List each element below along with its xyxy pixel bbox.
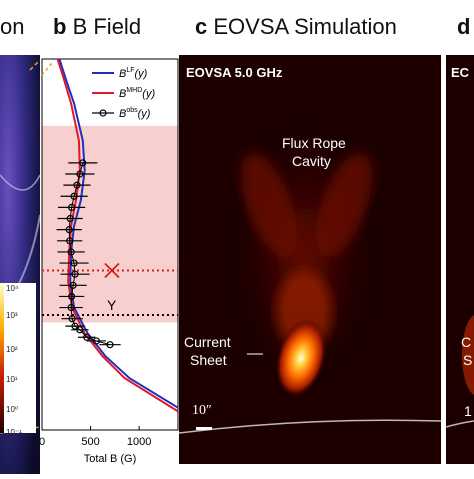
panel-c-header: c EOVSA Simulation (195, 14, 397, 40)
obs-point (66, 237, 74, 245)
obs-point (73, 181, 81, 189)
obs-point (66, 214, 74, 223)
obs-point (70, 192, 78, 200)
obs-connector (68, 162, 111, 346)
panel-d-label-line2: S (463, 352, 473, 368)
flux-rope-label-line2: Cavity (292, 153, 331, 169)
obs-point (69, 281, 77, 289)
x-tick-label: 0 (40, 436, 45, 448)
panel-d-frequency-label: EC (451, 65, 470, 80)
obs-point (70, 259, 78, 267)
x-tick-label: 500 (81, 436, 99, 448)
panel-a-header: on (0, 14, 24, 40)
flux-rope-label-line1: Flux Rope (282, 135, 346, 151)
panel-b-chart: Y 0 500 1000 Total B (G) BLF(y) BMHD(y) Bobs(y) (39, 55, 180, 474)
obs-point (68, 203, 76, 211)
panel-b-header: b B Field (53, 14, 141, 40)
panel-c-title: EOVSA Simulation (213, 14, 397, 39)
obs-point (106, 341, 114, 349)
colorbar-tick-5: 10⁰ (6, 405, 19, 414)
b-field-chart-svg: Y 0 500 1000 Total B (G) BLF(y) BMHD(y) Bobs(y) (39, 58, 179, 465)
obs-point (65, 226, 73, 234)
panel-d-letter: d (457, 14, 471, 39)
scale-bar-label: 10″ (192, 403, 212, 418)
panel-a-title: on (0, 14, 25, 39)
obs-point (92, 337, 101, 345)
obs-point (76, 326, 84, 334)
legend-label: BMHD(y) (119, 87, 155, 100)
obs-point (71, 322, 79, 330)
shaded-region (42, 125, 178, 323)
panel-a-image: 10⁴ 10³ 10² 10¹ 10⁰ 10⁻¹ (0, 55, 40, 474)
panel-d-label-line1: C (461, 334, 472, 350)
eovsa-frequency-label: EOVSA 5.0 GHz (186, 65, 283, 80)
panel-b-title: B Field (72, 14, 142, 39)
guide-dash (41, 62, 53, 76)
colorbar-tick-4: 10¹ (6, 375, 18, 384)
mhd-curve (56, 58, 179, 413)
obs-point (67, 303, 75, 312)
colorbar-tick-1: 10⁴ (6, 284, 19, 293)
panel-b-letter: b (53, 14, 67, 39)
panel-d-image: EC C S 1 (446, 55, 474, 464)
legend-label: BLF(y) (119, 67, 148, 80)
colorbar-tick-3: 10² (6, 345, 18, 354)
obs-point (83, 333, 91, 341)
panel-d-scale-label: 1 (464, 403, 472, 419)
x-axis-label: Total B (G) (84, 453, 137, 465)
x-tick-label: 1000 (127, 436, 151, 448)
obs-point (76, 170, 84, 178)
legend-marker (99, 109, 107, 117)
panel-c-image: EOVSA 5.0 GHz Flux Rope Cavity Current S… (179, 55, 441, 464)
obs-point (68, 292, 76, 301)
y-marker-label: Y (107, 297, 117, 313)
colorbar-tick-6: 10⁻¹ (6, 428, 22, 437)
panel-c-letter: c (195, 14, 208, 39)
current-sheet-label-line2: Sheet (190, 352, 227, 368)
current-sheet-label-line1: Current (184, 334, 231, 350)
obs-point (68, 315, 76, 323)
x-marker-cross (104, 262, 120, 279)
legend-label: Bobs(y) (119, 107, 151, 120)
obs-point (67, 248, 75, 256)
obs-point (79, 159, 87, 167)
panel-d-header: d (457, 14, 470, 40)
plot-frame (41, 58, 179, 431)
colorbar-tick-2: 10³ (6, 311, 18, 320)
obs-point (71, 270, 79, 278)
